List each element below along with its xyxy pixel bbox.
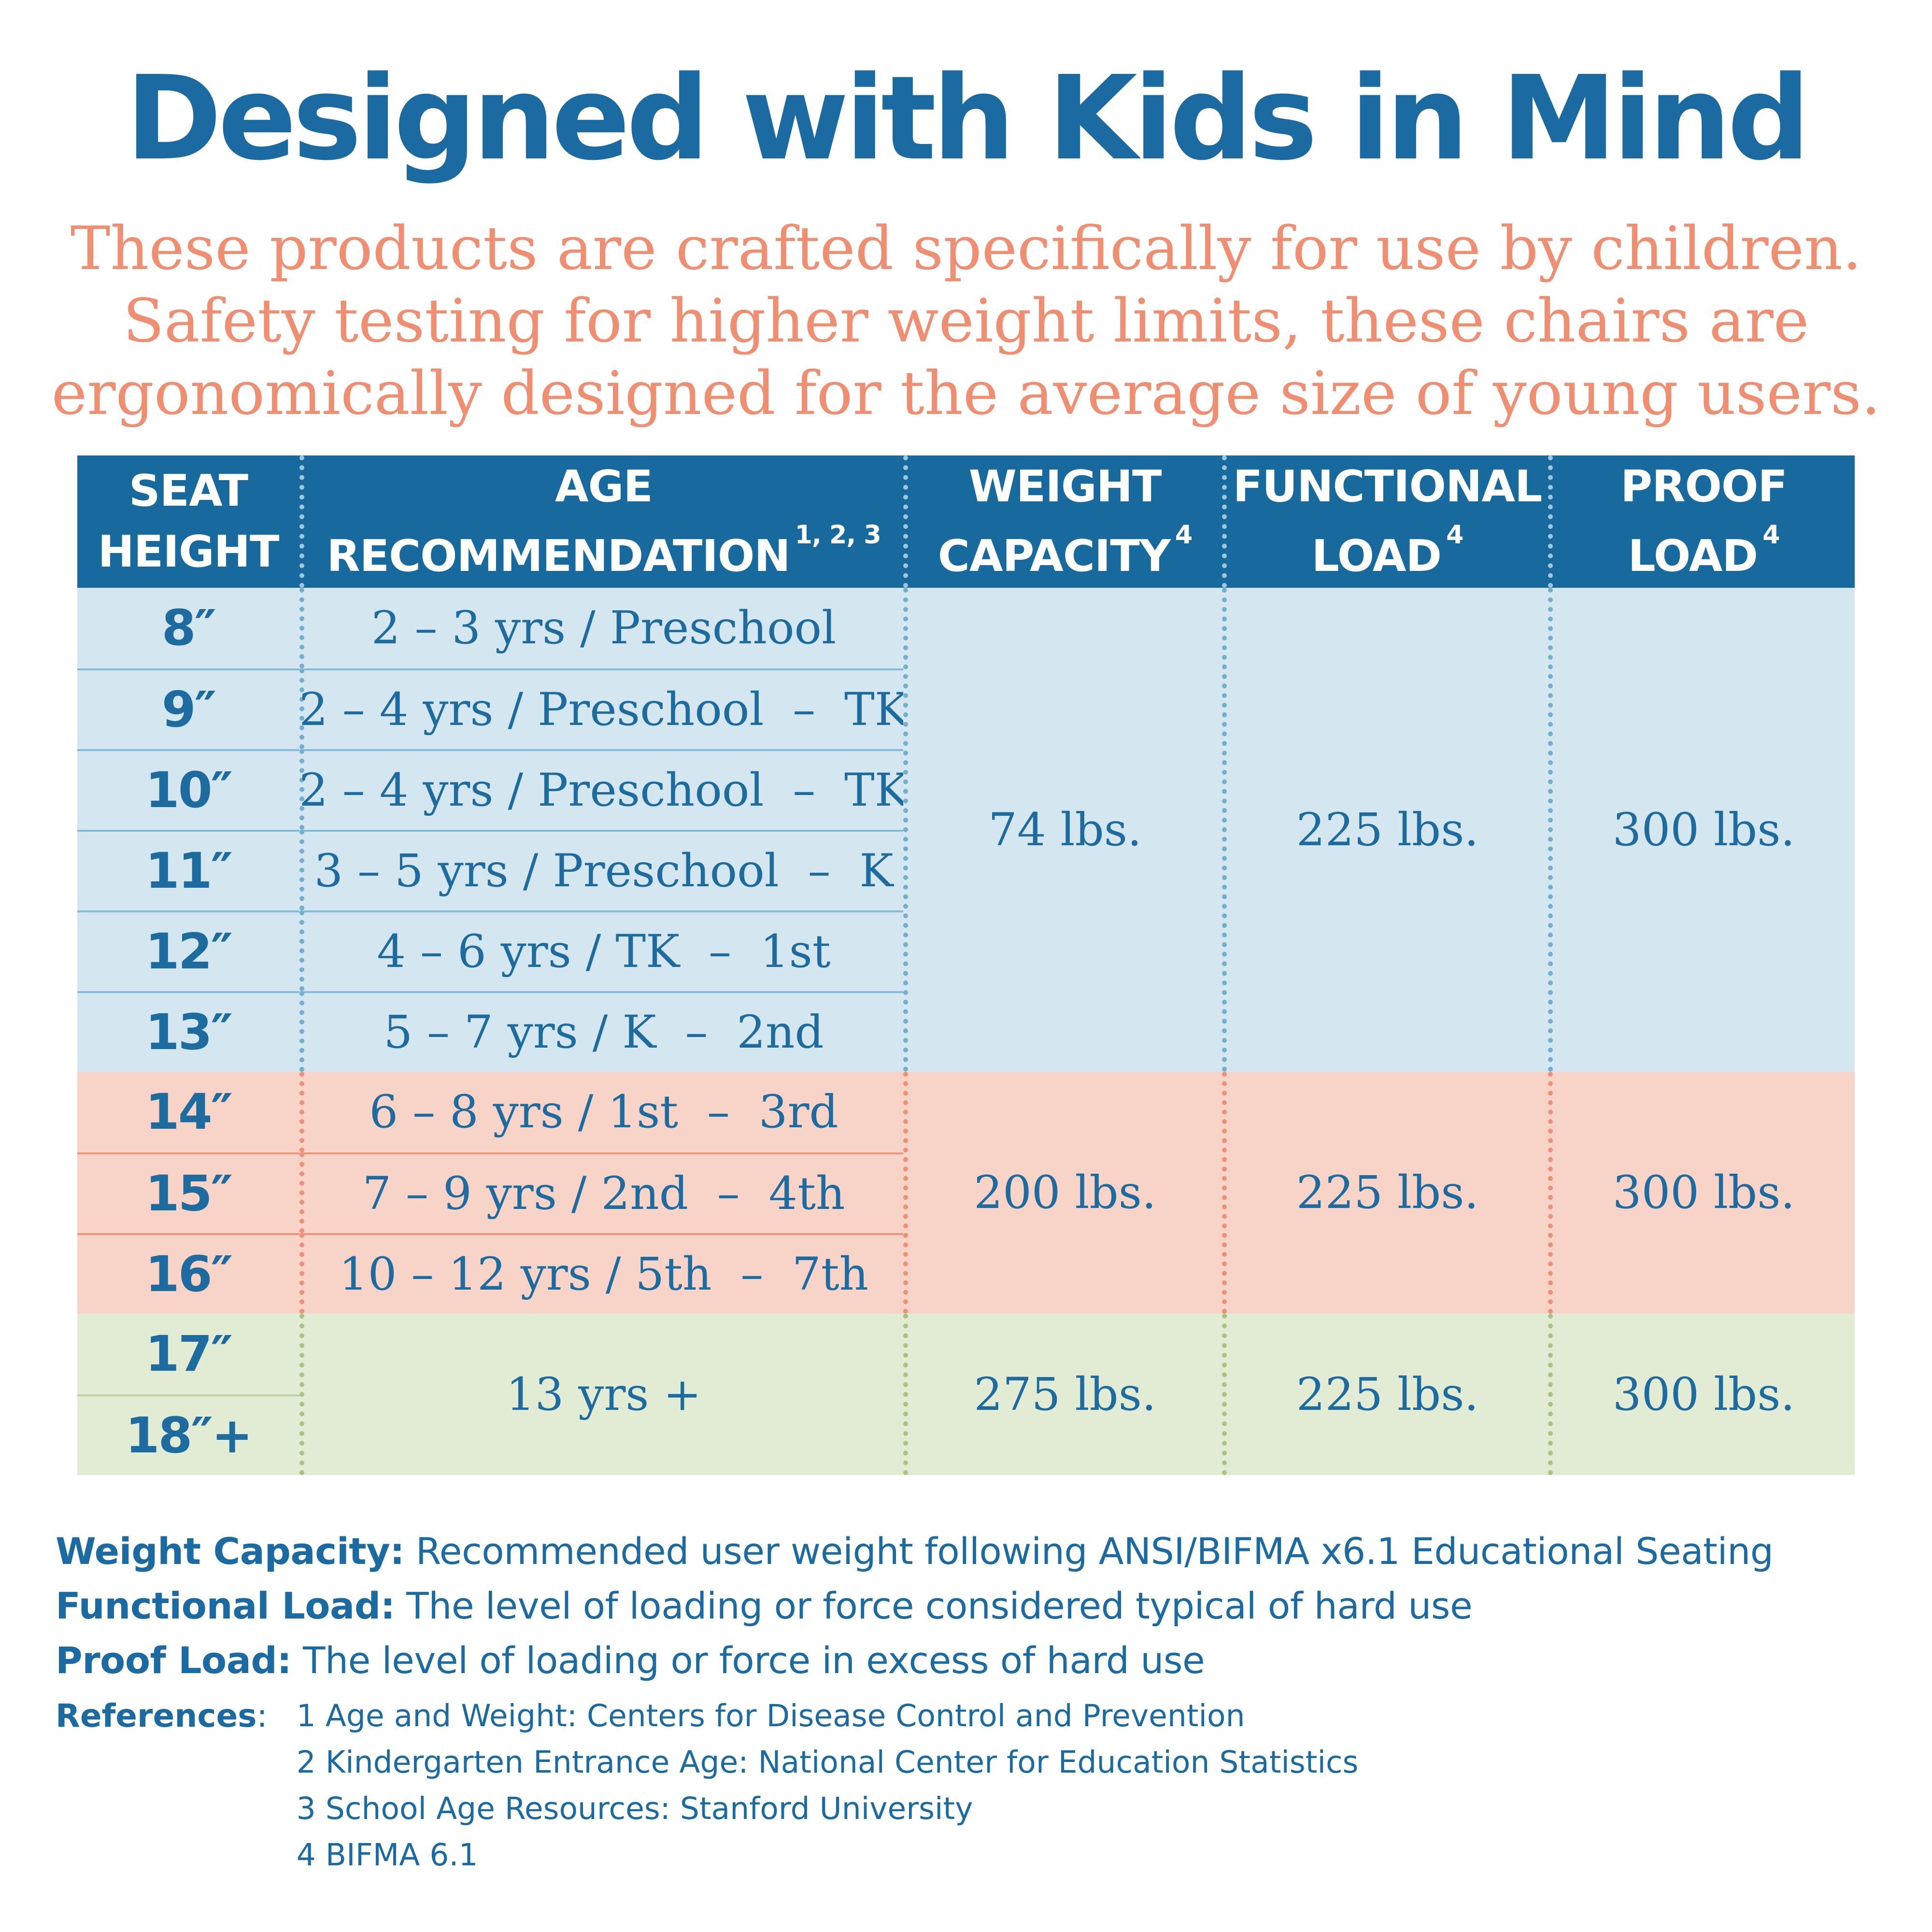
reference-item-1: 1 Age and Weight: Centers for Disease Co…	[296, 1698, 1245, 1733]
header-proof-superscript: 4	[1762, 520, 1780, 550]
definition-weight-capacity-term: Weight Capacity:	[56, 1530, 405, 1573]
seat-height-cell-15: 15″	[77, 1152, 299, 1233]
seat-height-cell-13: 13″	[77, 991, 299, 1072]
functional-load-cell-blue: 225 lbs.	[1222, 588, 1548, 1072]
subtitle-line-1: These products are crafted specifically …	[70, 214, 1862, 284]
subtitle-line-3: ergonomically designed for the average s…	[51, 359, 1881, 428]
definition-proof-load-text: The level of loading or force in excess …	[291, 1639, 1205, 1682]
header-weight-line1: WEIGHT	[968, 461, 1162, 512]
age-cell-13: 5 – 7 yrs / K – 2nd	[299, 991, 903, 1072]
seat-height-cell-18plus: 18″+	[77, 1394, 299, 1475]
seat-height-cell-17: 17″	[77, 1314, 299, 1394]
proof-load-cell-pink: 300 lbs.	[1548, 1072, 1855, 1314]
functional-load-cell-pink: 225 lbs.	[1222, 1072, 1548, 1314]
proof-load-cell-green: 300 lbs.	[1548, 1314, 1855, 1475]
references-colon: :	[256, 1697, 268, 1734]
definitions-block: Weight Capacity: Recommended user weight…	[56, 1524, 1891, 1688]
seat-height-cell-11: 11″	[77, 830, 299, 910]
header-weight-line2: CAPACITY 4	[938, 520, 1193, 582]
weight-capacity-cell-pink: 200 lbs.	[903, 1072, 1222, 1314]
header-age-recommendation: AGE RECOMMENDATION 1, 2, 3	[299, 455, 903, 588]
reference-item-2: 2 Kindergarten Entrance Age: National Ce…	[296, 1745, 1359, 1780]
seat-height-cell-9: 9″	[77, 668, 299, 749]
definition-weight-capacity: Weight Capacity: Recommended user weight…	[56, 1524, 1891, 1578]
header-functional-line1: FUNCTIONAL	[1233, 461, 1543, 512]
header-seat-height-line2: HEIGHT	[98, 526, 280, 577]
header-proof-load: PROOF LOAD 4	[1548, 455, 1855, 588]
definition-functional-load-term: Functional Load:	[56, 1584, 395, 1627]
page-title: Designed with Kids in Mind	[126, 51, 1810, 186]
weight-capacity-cell-green: 275 lbs.	[903, 1314, 1222, 1475]
subtitle-line-2: Safety testing for higher weight limits,…	[123, 286, 1809, 356]
seat-height-cell-12: 12″	[77, 910, 299, 991]
seat-height-cell-8: 8″	[77, 588, 299, 668]
header-functional-superscript: 4	[1446, 520, 1463, 550]
header-weight-capacity: WEIGHT CAPACITY 4	[903, 455, 1222, 588]
age-cell-15: 7 – 9 yrs / 2nd – 4th	[299, 1152, 903, 1233]
spec-table: SEAT HEIGHT AGE RECOMMENDATION 1, 2, 3 WE…	[77, 455, 1855, 1475]
definition-weight-capacity-text: Recommended user weight following ANSI/B…	[404, 1530, 1774, 1573]
weight-capacity-cell-blue: 74 lbs.	[903, 588, 1222, 1072]
header-seat-height: SEAT HEIGHT	[77, 455, 299, 588]
header-proof-line2: LOAD 4	[1628, 520, 1780, 582]
age-cell-16: 10 – 12 yrs / 5th – 7th	[299, 1233, 903, 1314]
age-cell-12: 4 – 6 yrs / TK – 1st	[299, 910, 903, 991]
references-items: 1 Age and Weight: Centers for Disease Co…	[297, 1693, 1359, 1878]
page-subtitle: These products are crafted specifically …	[0, 213, 1932, 430]
definition-functional-load: Functional Load: The level of loading or…	[56, 1578, 1891, 1633]
header-seat-height-line1: SEAT	[128, 466, 248, 516]
age-cell-14: 6 – 8 yrs / 1st – 3rd	[299, 1072, 903, 1152]
header-age-line2: RECOMMENDATION 1, 2, 3	[327, 520, 881, 582]
proof-load-cell-blue: 300 lbs.	[1548, 588, 1855, 1072]
seat-height-cell-16: 16″	[77, 1233, 299, 1314]
age-cell-8: 2 – 3 yrs / Preschool	[299, 588, 903, 668]
age-cell-11: 3 – 5 yrs / Preschool – K	[299, 830, 903, 910]
header-functional-load: FUNCTIONAL LOAD 4	[1222, 455, 1548, 588]
header-weight-superscript: 4	[1175, 520, 1193, 550]
header-proof-line1: PROOF	[1620, 461, 1788, 512]
definition-functional-load-text: The level of loading or force considered…	[395, 1584, 1473, 1627]
header-functional-line2: LOAD 4	[1311, 520, 1464, 582]
age-cell-10: 2 – 4 yrs / Preschool – TK	[299, 749, 909, 830]
header-age-superscript: 1, 2, 3	[795, 520, 881, 550]
functional-load-cell-green: 225 lbs.	[1222, 1314, 1548, 1475]
seat-height-cell-10: 10″	[77, 749, 299, 830]
references-block: References: 1 Age and Weight: Centers fo…	[56, 1693, 1891, 1878]
reference-item-3: 3 School Age Resources: Stanford Univers…	[296, 1791, 973, 1826]
references-label: References:	[56, 1697, 268, 1734]
age-cell-17-18plus: 13 yrs +	[299, 1314, 903, 1475]
definition-proof-load-term: Proof Load:	[56, 1639, 292, 1682]
header-age-line1: AGE	[554, 461, 653, 512]
reference-item-4: 4 BIFMA 6.1	[296, 1837, 478, 1873]
seat-height-cell-14: 14″	[77, 1072, 299, 1152]
age-cell-9: 2 – 4 yrs / Preschool – TK	[299, 668, 909, 749]
definition-proof-load: Proof Load: The level of loading or forc…	[56, 1633, 1891, 1688]
